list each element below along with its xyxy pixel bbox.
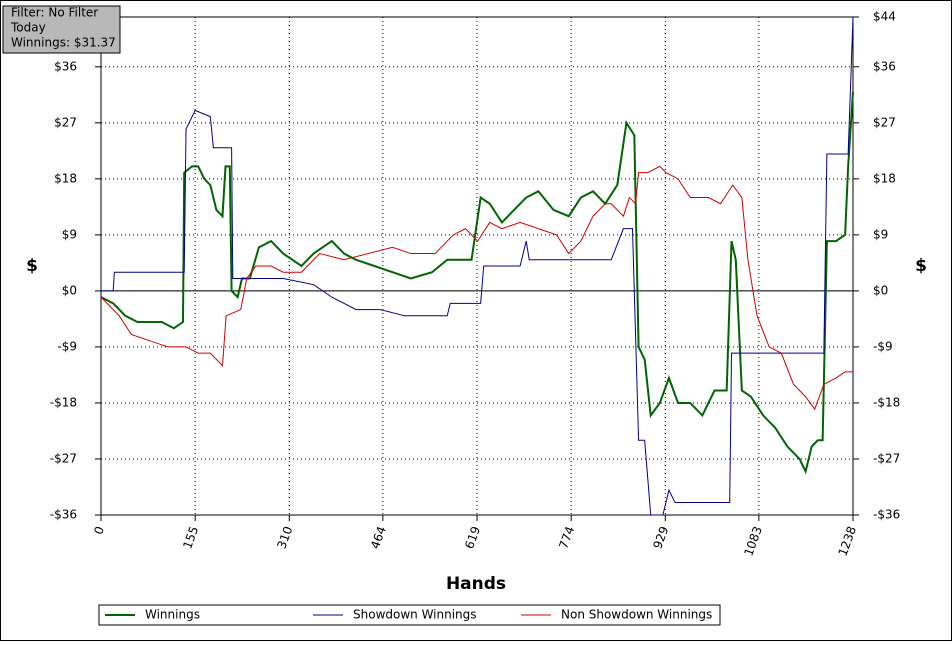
y2-tick-label: $27 [873, 115, 896, 129]
info-line: Filter: No Filter [11, 6, 98, 20]
y2-tick-label: -$27 [873, 451, 900, 465]
plot-border [100, 16, 854, 516]
series-line [101, 16, 854, 516]
y2-axis-label: $ [915, 256, 927, 276]
y-tick-label: $0 [62, 283, 77, 297]
legend-label: Showdown Winnings [353, 608, 477, 622]
info-box [2, 5, 121, 54]
y2-tick-label: -$36 [873, 508, 900, 522]
legend [98, 604, 721, 626]
y-tick-label: -$9 [57, 339, 77, 353]
y-tick-label: $27 [54, 115, 77, 129]
info-line: Today [10, 21, 46, 35]
y-tick-label: $36 [54, 59, 77, 73]
y2-tick-label: $18 [873, 171, 896, 185]
y2-tick-label: $36 [873, 59, 896, 73]
y-axis-label: $ [26, 256, 38, 276]
x-axis-label: Hands [446, 574, 506, 594]
y-tick-label: $18 [54, 171, 77, 185]
info-line: Winnings: $31.37 [11, 36, 116, 50]
y2-tick-label: $44 [873, 10, 896, 24]
y2-tick-label: $9 [873, 227, 888, 241]
y2-tick-label: -$9 [873, 339, 893, 353]
y-tick-label: -$18 [50, 395, 77, 409]
x-tick-label: 0 [91, 524, 107, 536]
series-line [100, 165, 853, 411]
y-tick-label: -$36 [50, 508, 77, 522]
y2-tick-label: -$18 [873, 395, 900, 409]
legend-label: Winnings [145, 608, 200, 622]
y-tick-label: -$27 [50, 451, 77, 465]
y-tick-label: $9 [62, 227, 77, 241]
legend-label: Non Showdown Winnings [561, 608, 712, 622]
y2-tick-label: $0 [873, 283, 888, 297]
series-line [100, 91, 854, 475]
